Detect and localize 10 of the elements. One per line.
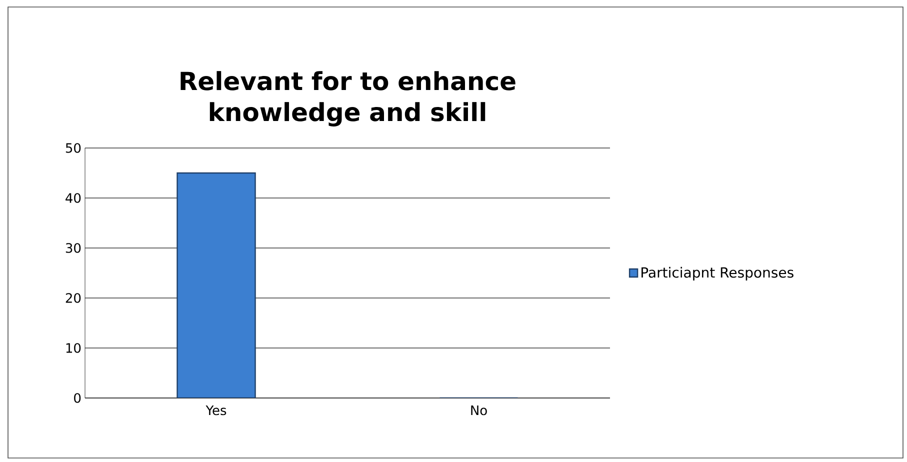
y-tick-label: 40 [66,193,81,203]
y-tick-label: 10 [66,343,81,353]
y-tick-label: 30 [66,243,81,253]
chart-title: Relevant for to enhance knowledge and skill [180,71,516,126]
y-tick-label: 20 [66,293,81,303]
y-tick-label: 50 [66,143,81,153]
legend-label: Particiapnt Responses [642,266,794,280]
y-tick-label: 0 [74,393,81,403]
x-tick-label: Yes [206,406,226,416]
x-tick-label: No [471,406,487,416]
